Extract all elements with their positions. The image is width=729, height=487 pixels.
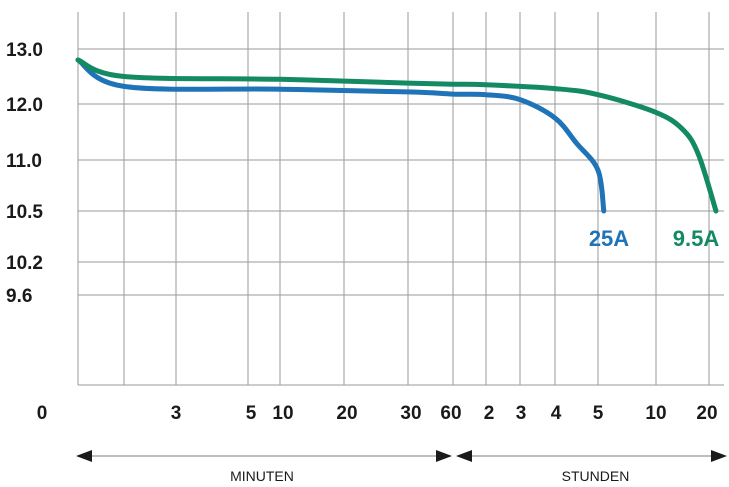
series-line-0 (75, 57, 607, 214)
x-tick-label-0: 0 (37, 403, 48, 424)
time-unit-arrows: MINUTEN STUNDEN (76, 450, 727, 484)
series-lines (75, 57, 719, 214)
grid-lines (77, 12, 724, 386)
time-unit-label-1: STUNDEN (562, 468, 630, 484)
arrow-left-icon-1 (456, 450, 472, 462)
x-tick-label-9: 4 (551, 403, 562, 424)
x-axis-tick-labels: 0 3 5 10 20 30 60 2 3 4 5 10 20 (37, 403, 718, 424)
y-tick-label-3: 10.5 (6, 202, 43, 223)
y-tick-label-4: 10.2 (6, 253, 43, 274)
series-labels: 25A 9.5A (589, 226, 720, 251)
x-tick-label-5: 30 (400, 403, 421, 424)
x-tick-label-8: 3 (516, 403, 527, 424)
x-tick-label-1: 3 (171, 403, 182, 424)
y-tick-label-2: 11.0 (6, 151, 42, 172)
series-label-0: 25A (589, 226, 629, 251)
x-tick-label-11: 10 (645, 403, 666, 424)
time-unit-label-0: MINUTEN (230, 468, 294, 484)
series-line-1 (75, 57, 719, 214)
x-tick-label-2: 5 (246, 403, 257, 424)
x-tick-label-3: 10 (272, 403, 293, 424)
y-tick-label-0: 13.0 (6, 40, 43, 61)
x-tick-label-10: 5 (593, 403, 604, 424)
x-tick-label-12: 20 (696, 403, 717, 424)
y-tick-label-1: 12.0 (6, 95, 43, 116)
arrow-right-icon-0 (436, 450, 452, 462)
arrow-left-icon-0 (76, 450, 92, 462)
x-tick-label-6: 60 (440, 403, 461, 424)
arrow-right-icon-1 (711, 450, 727, 462)
series-label-1: 9.5A (673, 226, 720, 251)
x-tick-label-7: 2 (484, 403, 495, 424)
y-axis-tick-labels: 13.0 12.0 11.0 10.5 10.2 9.6 (6, 40, 43, 307)
x-tick-label-4: 20 (336, 403, 357, 424)
y-tick-label-5: 9.6 (6, 286, 32, 307)
